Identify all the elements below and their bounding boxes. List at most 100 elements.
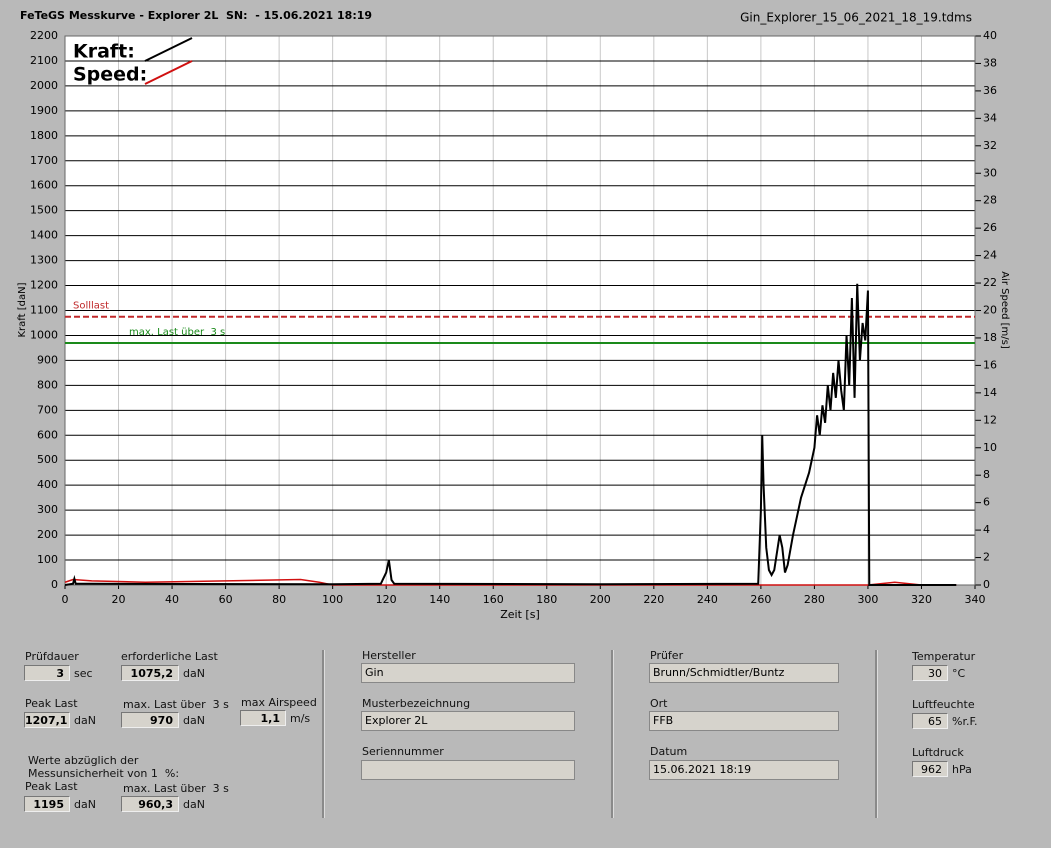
separator [875, 650, 878, 818]
separator [322, 650, 325, 818]
field-unit: daN [74, 714, 96, 727]
y-tick-label: 900 [37, 353, 58, 366]
y2-tick-label: 4 [983, 523, 990, 536]
y-tick-label: 1800 [30, 129, 58, 142]
y2-tick-label: 2 [983, 551, 990, 564]
y2-tick-label: 28 [983, 194, 997, 207]
y2-tick-label: 12 [983, 413, 997, 426]
field-unit: °C [952, 667, 966, 680]
field-value: Gin [361, 663, 575, 683]
field-label: Peak Last [25, 697, 78, 710]
note: Werte abzüglich der [28, 754, 139, 767]
field-label: Prüfer [650, 649, 684, 662]
field-label: Prüfdauer [25, 650, 79, 663]
field-unit: sec [74, 667, 93, 680]
y2-axis-label: Air Speed [m/s] [999, 271, 1010, 349]
x-tick-label: 220 [643, 593, 664, 606]
y2-tick-label: 36 [983, 84, 997, 97]
field-label: Datum [650, 745, 688, 758]
field-value: 1075,2 [121, 665, 179, 681]
x-tick-label: 320 [911, 593, 932, 606]
x-tick-label: 260 [750, 593, 771, 606]
field-unit: hPa [952, 763, 972, 776]
x-tick-label: 100 [322, 593, 343, 606]
y2-tick-label: 14 [983, 386, 997, 399]
y-tick-label: 2000 [30, 79, 58, 92]
y-tick-label: 600 [37, 428, 58, 441]
y2-tick-label: 24 [983, 249, 997, 262]
file-name: Gin_Explorer_15_06_2021_18_19.tdms [740, 11, 972, 25]
field-value: 970 [121, 712, 179, 728]
field-label: max. Last über 3 s [123, 782, 229, 795]
y2-tick-label: 22 [983, 276, 997, 289]
legend-label: Kraft: [73, 41, 135, 63]
field-unit: m/s [290, 712, 311, 725]
y-tick-label: 500 [37, 453, 58, 466]
y-tick-label: 2200 [30, 29, 58, 42]
y-tick-label: 1900 [30, 104, 58, 117]
reference-label: Solllast [73, 301, 109, 312]
y-tick-label: 100 [37, 553, 58, 566]
field-value: 962 [912, 761, 948, 777]
x-tick-label: 200 [590, 593, 611, 606]
field-unit: daN [74, 798, 96, 811]
y-tick-label: 300 [37, 503, 58, 516]
x-axis-label: Zeit [s] [500, 608, 539, 621]
separator [611, 650, 614, 818]
y2-tick-label: 0 [983, 578, 990, 591]
legend-label: Speed: [73, 64, 147, 86]
x-tick-label: 340 [965, 593, 986, 606]
field-value: FFB [649, 711, 839, 731]
x-tick-label: 120 [376, 593, 397, 606]
window-title: FeTeGS Messkurve - Explorer 2L SN: - 15.… [20, 9, 372, 22]
x-tick-label: 180 [536, 593, 557, 606]
field-value: 1,1 [240, 710, 286, 726]
y-tick-label: 1300 [30, 254, 58, 267]
field-unit: daN [183, 714, 205, 727]
field-value: 3 [24, 665, 70, 681]
x-tick-label: 0 [62, 593, 69, 606]
series-line [64, 283, 957, 586]
x-tick-label: 80 [272, 593, 286, 606]
y-tick-label: 800 [37, 378, 58, 391]
y2-tick-label: 20 [983, 304, 997, 317]
field-label: Luftdruck [912, 746, 964, 759]
reference-label: max. Last über 3 s [129, 327, 225, 338]
field-value: 15.06.2021 18:19 [649, 760, 839, 780]
y2-tick-label: 38 [983, 56, 997, 69]
y2-tick-label: 18 [983, 331, 997, 344]
y-tick-label: 700 [37, 403, 58, 416]
y2-tick-label: 26 [983, 221, 997, 234]
field-label: Hersteller [362, 649, 416, 662]
x-tick-label: 40 [165, 593, 179, 606]
y2-tick-label: 8 [983, 468, 990, 481]
field-value [361, 760, 575, 780]
chart: FeTeGS Messkurve - Explorer 2L SN: - 15.… [17, 9, 1010, 621]
y2-tick-label: 30 [983, 166, 997, 179]
field-value: 1195 [24, 796, 70, 812]
field-value: 1207,1 [24, 712, 70, 728]
y2-tick-label: 32 [983, 139, 997, 152]
field-unit: %r.F. [952, 715, 978, 728]
field-value: 30 [912, 665, 948, 681]
field-value: 960,3 [121, 796, 179, 812]
x-tick-label: 60 [219, 593, 233, 606]
x-tick-label: 300 [857, 593, 878, 606]
field-label: Temperatur [912, 650, 976, 663]
y-tick-label: 1400 [30, 229, 58, 242]
y-tick-label: 1500 [30, 204, 58, 217]
field-value: Explorer 2L [361, 711, 575, 731]
legend-swatch [144, 37, 193, 62]
field-label: Ort [650, 697, 668, 710]
y-tick-label: 1200 [30, 279, 58, 292]
x-tick-label: 280 [804, 593, 825, 606]
legend-swatch [144, 60, 193, 85]
x-tick-label: 140 [429, 593, 450, 606]
y2-tick-label: 16 [983, 358, 997, 371]
y2-tick-label: 34 [983, 111, 997, 124]
y2-tick-label: 6 [983, 496, 990, 509]
y-tick-label: 1100 [30, 304, 58, 317]
y-tick-label: 200 [37, 528, 58, 541]
field-label: max Airspeed [241, 696, 317, 709]
x-tick-label: 160 [483, 593, 504, 606]
